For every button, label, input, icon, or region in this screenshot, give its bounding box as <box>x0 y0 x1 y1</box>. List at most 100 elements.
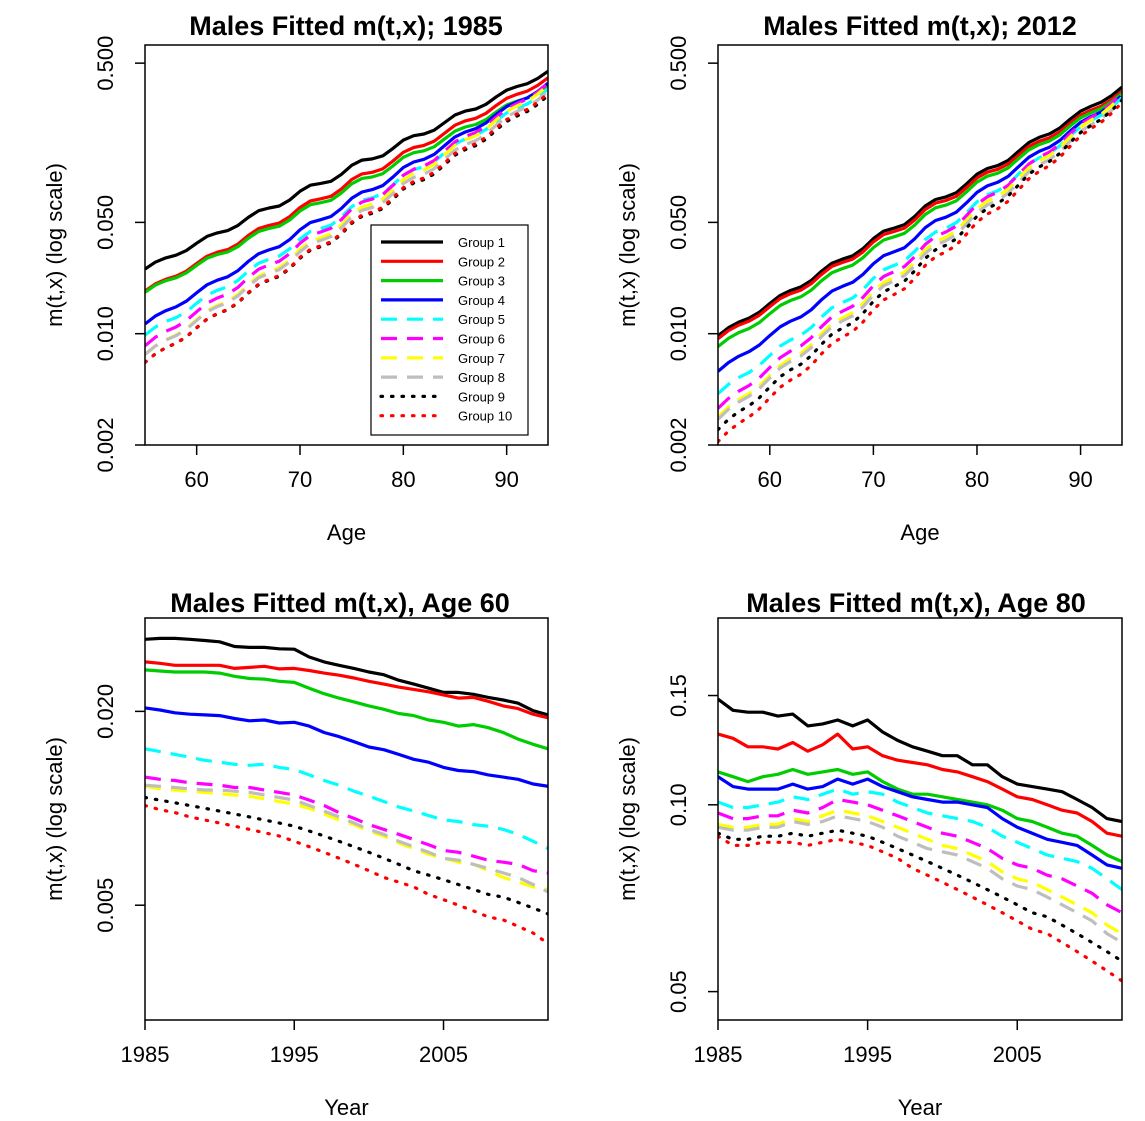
series-line-group-1 <box>718 85 1122 338</box>
chart-panel-3: 1985 1995 2005 0.005 0.020 Males Fitted m(t,x… <box>42 588 549 1120</box>
x-tick-label: 80 <box>391 467 415 492</box>
y-tick-label: 0.15 <box>666 674 691 717</box>
y-tick-label: 0.010 <box>666 306 691 361</box>
series-line-group-5 <box>145 747 548 850</box>
legend-label: Group 10 <box>458 409 512 424</box>
series-line-group-8 <box>145 783 548 894</box>
series-group <box>718 85 1122 444</box>
x-tick-label: 2005 <box>419 1042 468 1067</box>
x-tick-label: 1985 <box>694 1042 743 1067</box>
series-line-group-4 <box>718 775 1122 870</box>
x-tick-label: 1995 <box>270 1042 319 1067</box>
y-tick-label: 0.10 <box>666 783 691 826</box>
x-tick-label: 1985 <box>121 1042 170 1067</box>
x-tick-label: 70 <box>861 467 885 492</box>
y-axis-label: m(t,x) (log scale) <box>615 163 640 327</box>
series-line-group-1 <box>718 697 1122 824</box>
x-tick-label: 80 <box>965 467 989 492</box>
y-tick-label: 0.500 <box>666 36 691 91</box>
series-group <box>145 69 548 364</box>
series-line-group-7 <box>718 808 1122 935</box>
series-line-group-2 <box>145 76 548 293</box>
y-tick-label: 0.002 <box>93 417 118 472</box>
series-line-group-5 <box>718 96 1122 395</box>
y-tick-label: 0.005 <box>93 878 118 933</box>
legend-label: Group 3 <box>458 274 505 289</box>
series-line-group-8 <box>145 89 548 356</box>
x-tick-label: 70 <box>288 467 312 492</box>
series-line-group-4 <box>718 94 1122 373</box>
y-tick-label: 0.020 <box>93 684 118 739</box>
y-axis-label: m(t,x) (log scale) <box>615 737 640 901</box>
series-line-group-3 <box>718 767 1122 864</box>
series-line-group-3 <box>718 92 1122 348</box>
plot-frame <box>144 44 549 446</box>
chart-title: Males Fitted m(t,x), Age 80 <box>746 588 1086 618</box>
series-line-group-4 <box>145 81 548 326</box>
series-group <box>718 697 1122 983</box>
series-line-group-9 <box>145 795 548 916</box>
series-line-group-9 <box>718 828 1122 963</box>
series-line-group-10 <box>145 803 548 946</box>
legend-label: Group 6 <box>458 332 505 347</box>
chart-panel-2: 60 70 80 90 0.002 0.010 0.050 0.500 Males Fitted… <box>615 11 1123 545</box>
plot-frame <box>717 617 1123 1021</box>
legend-label: Group 8 <box>458 370 505 385</box>
series-line-group-7 <box>718 94 1122 419</box>
series-line-group-6 <box>718 797 1122 915</box>
y-axis-label: m(t,x) (log scale) <box>42 737 67 901</box>
y-tick-label: 0.010 <box>93 306 118 361</box>
chart-title: Males Fitted m(t,x); 1985 <box>189 11 503 41</box>
series-line-group-9 <box>718 98 1122 432</box>
series-line-group-6 <box>718 92 1122 410</box>
x-tick-label: 90 <box>494 467 518 492</box>
x-axis-label: Year <box>898 1095 942 1120</box>
series-line-group-1 <box>145 636 548 717</box>
x-tick-label: 90 <box>1068 467 1092 492</box>
y-tick-label: 0.002 <box>666 417 691 472</box>
series-line-group-10 <box>718 100 1122 444</box>
y-tick-label: 0.500 <box>93 36 118 91</box>
legend-label: Group 2 <box>458 254 505 269</box>
legend-label: Group 1 <box>458 235 505 250</box>
chart-title: Males Fitted m(t,x), Age 60 <box>170 588 510 618</box>
x-tick-label: 60 <box>758 467 782 492</box>
x-axis-label: Age <box>327 520 366 545</box>
series-line-group-3 <box>145 83 548 294</box>
series-line-group-10 <box>718 834 1122 983</box>
series-line-group-2 <box>718 89 1122 340</box>
x-tick-label: 1995 <box>843 1042 892 1067</box>
series-line-group-3 <box>145 668 548 751</box>
legend: Group 1 Group 2 Group 3 Group 4 Group 5 Group… <box>370 224 529 436</box>
x-axis-label: Year <box>324 1095 368 1120</box>
series-line-group-6 <box>145 775 548 875</box>
series-line-group-8 <box>718 98 1122 421</box>
chart-title: Males Fitted m(t,x); 2012 <box>763 11 1077 41</box>
chart-panel-4: 1985 1995 2005 0.05 0.10 0.15 Males Fitted m(t… <box>615 588 1123 1120</box>
y-axis-label: m(t,x) (log scale) <box>42 163 67 327</box>
series-line-group-7 <box>145 784 548 891</box>
series-line-group-8 <box>718 814 1122 944</box>
y-tick-label: 0.050 <box>93 195 118 250</box>
plot-frame <box>717 44 1123 446</box>
series-line-group-4 <box>145 706 548 788</box>
legend-label: Group 9 <box>458 389 505 404</box>
series-line-group-2 <box>145 660 548 720</box>
legend-label: Group 5 <box>458 312 505 327</box>
y-tick-label: 0.050 <box>666 195 691 250</box>
x-tick-label: 60 <box>184 467 208 492</box>
y-tick-label: 0.05 <box>666 970 691 1013</box>
plot-frame <box>144 617 549 1021</box>
series-line-group-1 <box>145 69 548 271</box>
legend-label: Group 7 <box>458 351 505 366</box>
x-tick-label: 2005 <box>993 1042 1042 1067</box>
x-axis-label: Age <box>900 520 939 545</box>
legend-label: Group 4 <box>458 293 505 308</box>
series-line-group-6 <box>145 81 548 348</box>
series-group <box>145 636 548 946</box>
series-line-group-5 <box>145 87 548 337</box>
series-line-group-2 <box>718 732 1122 838</box>
series-line-group-5 <box>718 787 1122 891</box>
chart-panel-1: 60 70 80 90 0.002 0.010 0.050 0.500 Males Fitted… <box>42 11 549 545</box>
